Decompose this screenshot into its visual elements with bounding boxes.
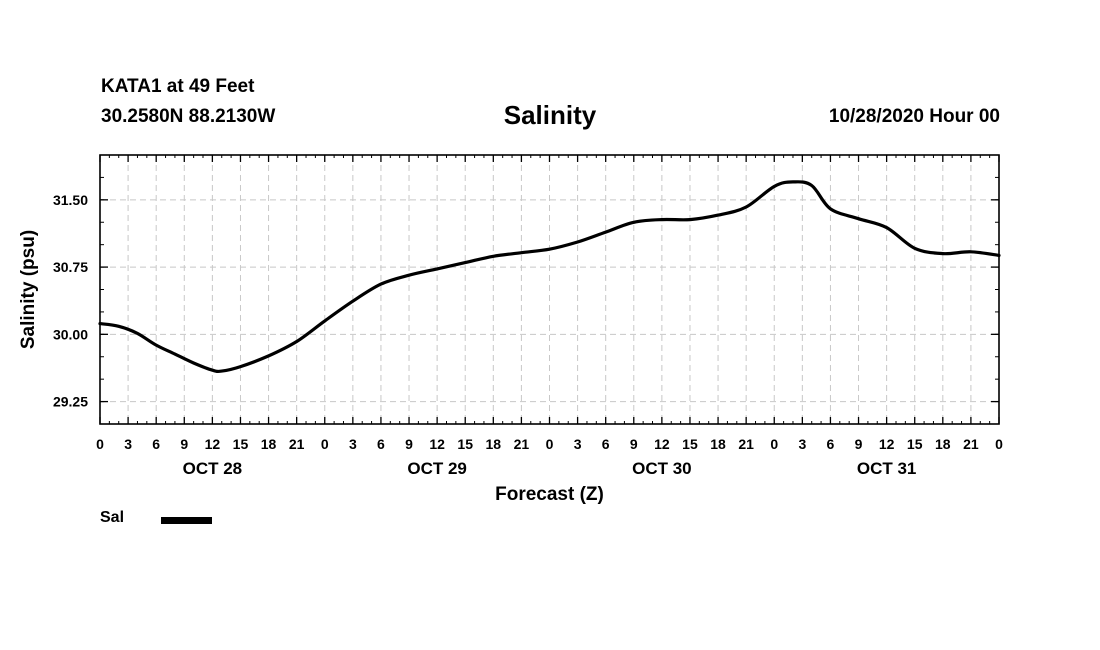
- x-tick-label: 15: [457, 436, 473, 452]
- x-tick-label: 21: [963, 436, 979, 452]
- x-tick-label: 0: [995, 436, 1003, 452]
- legend-swatch: [161, 517, 212, 524]
- y-tick-label: 30.00: [53, 326, 88, 342]
- x-tick-label: 9: [855, 436, 863, 452]
- x-tick-label: 18: [486, 436, 502, 452]
- x-tick-label: 0: [546, 436, 554, 452]
- x-tick-label: 21: [514, 436, 530, 452]
- x-tick-label: 15: [233, 436, 249, 452]
- day-label: OCT 28: [183, 459, 243, 478]
- x-tick-label: 12: [654, 436, 670, 452]
- x-tick-label: 3: [574, 436, 582, 452]
- x-tick-label: 12: [879, 436, 895, 452]
- coordinates-label: 30.2580N 88.2130W: [101, 106, 276, 127]
- x-tick-label: 21: [289, 436, 305, 452]
- forecast-date-label: 10/28/2020 Hour 00: [828, 106, 1000, 127]
- x-tick-label: 6: [827, 436, 835, 452]
- x-tick-label: 0: [770, 436, 778, 452]
- x-tick-label: 6: [377, 436, 385, 452]
- x-tick-label: 9: [630, 436, 638, 452]
- y-tick-label: 31.50: [53, 192, 88, 208]
- salinity-series-line: [98, 180, 1001, 374]
- x-tick-label: 18: [261, 436, 277, 452]
- x-tick-label: 0: [321, 436, 329, 452]
- x-tick-label: 0: [96, 436, 104, 452]
- x-tick-label: 6: [152, 436, 160, 452]
- x-tick-label: 15: [907, 436, 923, 452]
- x-tick-label: 12: [429, 436, 445, 452]
- x-tick-label: 9: [180, 436, 188, 452]
- x-tick-label: 6: [602, 436, 610, 452]
- legend-label: Sal: [100, 509, 125, 526]
- x-tick-label: 21: [738, 436, 754, 452]
- station-label: KATA1 at 49 Feet: [101, 76, 255, 97]
- y-tick-label: 30.75: [53, 259, 88, 275]
- x-tick-label: 15: [682, 436, 698, 452]
- x-tick-label: 9: [405, 436, 413, 452]
- x-tick-label: 12: [205, 436, 221, 452]
- x-tick-label: 18: [935, 436, 951, 452]
- x-tick-label: 3: [349, 436, 357, 452]
- y-axis-label: Salinity (psu): [18, 230, 39, 349]
- day-label: OCT 30: [632, 459, 692, 478]
- chart-title: Salinity: [503, 100, 597, 130]
- day-label: OCT 31: [857, 459, 917, 478]
- y-tick-label: 29.25: [53, 394, 88, 410]
- x-tick-label: 3: [798, 436, 806, 452]
- day-label: OCT 29: [407, 459, 467, 478]
- x-axis-label: Forecast (Z): [495, 484, 604, 505]
- x-tick-label: 18: [710, 436, 726, 452]
- x-tick-label: 3: [124, 436, 132, 452]
